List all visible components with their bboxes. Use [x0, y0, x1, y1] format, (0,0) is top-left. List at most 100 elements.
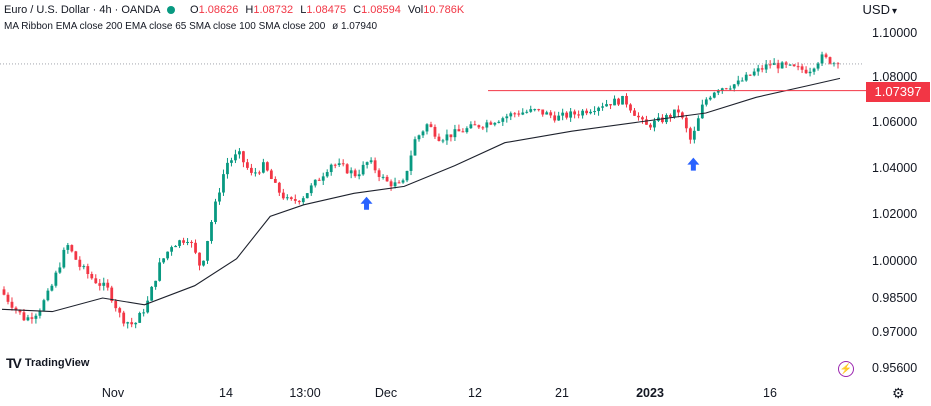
- candle-body: [178, 240, 181, 246]
- candle-body: [313, 179, 317, 186]
- candle-body: [397, 182, 401, 184]
- indicator-label: MA Ribbon EMA close 200 EMA close 65 SMA…: [4, 21, 326, 32]
- candle-body: [597, 107, 600, 112]
- candle-body: [756, 68, 760, 72]
- candle-body: [565, 112, 569, 118]
- candle-body: [669, 115, 672, 118]
- candle-body: [509, 113, 513, 117]
- x-tick-label: 2023: [636, 386, 664, 400]
- currency-selector[interactable]: USD ▾: [863, 2, 897, 17]
- candle-body: [533, 109, 537, 111]
- candle-body: [106, 282, 110, 288]
- candle-body: [90, 273, 94, 279]
- candle-body: [242, 151, 245, 163]
- candle-body: [186, 241, 189, 243]
- candle-body: [808, 71, 812, 74]
- symbol-title[interactable]: Euro / U.S. Dollar · 4h · OANDA: [4, 4, 160, 16]
- candle-body: [54, 272, 58, 286]
- candle-body: [493, 122, 497, 125]
- candle-body: [126, 322, 130, 324]
- logo-text: TradingView: [24, 357, 90, 369]
- candle-body: [114, 301, 118, 309]
- candle-body: [760, 68, 764, 70]
- resistance-price-label: 1.07397: [866, 82, 930, 102]
- candle-body: [788, 64, 792, 66]
- volume-value: 10.786K: [423, 4, 465, 16]
- y-tick-label: 1.02000: [872, 207, 917, 221]
- candle-body: [401, 180, 405, 183]
- candle-body: [433, 126, 437, 137]
- gear-icon[interactable]: ⚙: [892, 385, 905, 401]
- y-tick-label: 1.10000: [872, 26, 917, 40]
- candle-body: [142, 312, 146, 314]
- candle-body: [66, 245, 70, 250]
- market-status-dot: [166, 6, 175, 14]
- candle-body: [441, 140, 445, 142]
- candle-body: [764, 64, 768, 70]
- indicator-legend[interactable]: MA Ribbon EMA close 200 EMA close 65 SMA…: [4, 21, 468, 32]
- candle-body: [581, 110, 585, 116]
- candle-body: [50, 285, 54, 291]
- candle-body: [752, 71, 756, 76]
- candle-body: [309, 185, 313, 194]
- y-tick-label: 1.00000: [872, 254, 917, 268]
- candle-body: [297, 200, 301, 203]
- candle-body: [613, 98, 616, 106]
- candle-body: [445, 134, 449, 141]
- candle-body: [617, 98, 620, 105]
- candle-body: [202, 260, 205, 266]
- candle-body: [130, 322, 134, 325]
- candle-body: [820, 54, 824, 64]
- candle-body: [672, 109, 676, 118]
- candle-body: [369, 160, 373, 163]
- candle-body: [828, 57, 832, 64]
- candle-body: [46, 290, 50, 301]
- candle-body: [82, 266, 86, 268]
- candle-body: [253, 172, 257, 174]
- candle-body: [728, 88, 732, 90]
- candle-body: [804, 69, 808, 74]
- candle-body: [485, 122, 489, 128]
- x-tick-label: Nov: [102, 386, 125, 400]
- candle-body: [501, 118, 505, 122]
- candle-body: [361, 164, 365, 175]
- candle-body: [473, 124, 477, 126]
- candle-body: [389, 181, 393, 187]
- candle-body: [357, 174, 361, 177]
- candle-body: [138, 312, 142, 323]
- candle-body: [629, 104, 632, 111]
- candle-body: [170, 247, 173, 252]
- candle-body: [42, 300, 46, 311]
- candle-body: [477, 125, 481, 128]
- candle-body: [134, 322, 138, 325]
- candle-body: [277, 182, 281, 193]
- x-tick-label: 21: [555, 386, 569, 400]
- candle-body: [800, 66, 804, 70]
- candle-body: [102, 282, 106, 286]
- candle-body: [190, 241, 193, 243]
- candle-body: [337, 163, 341, 165]
- y-tick-label: 0.98500: [872, 291, 917, 305]
- candle-body: [317, 179, 321, 181]
- candle-body: [712, 92, 716, 98]
- candle-body: [409, 155, 413, 171]
- candle-body: [417, 135, 421, 140]
- candle-body: [696, 118, 700, 131]
- candle-body: [585, 110, 589, 114]
- lightning-icon[interactable]: ⚡: [838, 361, 854, 377]
- candle-body: [569, 111, 573, 118]
- candle-body: [78, 259, 82, 267]
- candle-body: [453, 129, 457, 138]
- tradingview-logo[interactable]: TV TradingView: [6, 355, 89, 371]
- candle-body: [461, 131, 465, 133]
- candle-body: [549, 112, 553, 116]
- candle-body: [194, 242, 197, 253]
- candle-body: [154, 280, 158, 287]
- candle-body: [257, 172, 261, 174]
- candle-body: [377, 170, 381, 177]
- candle-body: [353, 170, 357, 177]
- candle-body: [744, 74, 748, 81]
- up-arrow-marker: [360, 196, 373, 210]
- candle-body: [222, 174, 225, 193]
